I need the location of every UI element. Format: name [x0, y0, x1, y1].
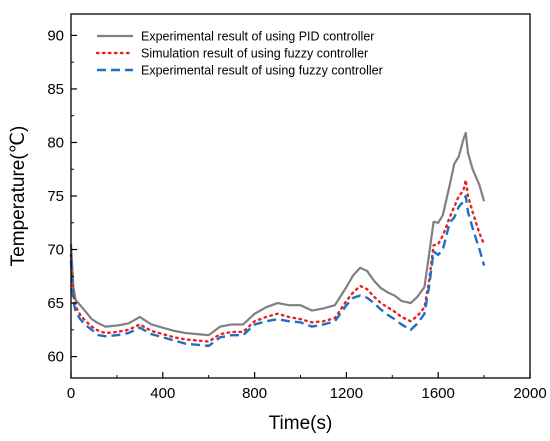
- y-tick-label: 90: [47, 27, 64, 44]
- legend-label-3: Experimental result of using fuzzy contr…: [141, 64, 383, 78]
- x-tick-label: 0: [67, 385, 75, 402]
- x-axis-title: Time(s): [269, 413, 333, 434]
- y-tick-label: 70: [47, 242, 64, 259]
- series-line-2: [69, 178, 486, 343]
- x-tick-label: 2000: [513, 385, 546, 402]
- series-line-3: [69, 194, 486, 348]
- series-line-1: [69, 131, 486, 337]
- legend-label-2: Simulation result of using fuzzy control…: [141, 47, 368, 61]
- x-tick-label: 1200: [330, 385, 363, 402]
- x-tick-label: 1600: [422, 385, 455, 402]
- legend-label-1: Experimental result of using PID control…: [141, 30, 374, 44]
- y-tick-label: 60: [47, 349, 64, 366]
- y-tick-label: 80: [47, 134, 64, 151]
- y-tick-label: 85: [47, 81, 64, 98]
- y-tick-label: 75: [47, 188, 64, 205]
- x-tick-label: 400: [150, 385, 175, 402]
- legend: Experimental result of using PID control…: [95, 30, 383, 78]
- y-axis-title: Temperature(℃): [8, 126, 29, 267]
- axis-layer: 0 400 800 1200 1600 2000 60 65 70 75 80 85 90: [47, 13, 547, 402]
- x-tick-label: 800: [242, 385, 267, 402]
- y-tick-label: 65: [47, 295, 64, 312]
- series-layer: [69, 131, 486, 348]
